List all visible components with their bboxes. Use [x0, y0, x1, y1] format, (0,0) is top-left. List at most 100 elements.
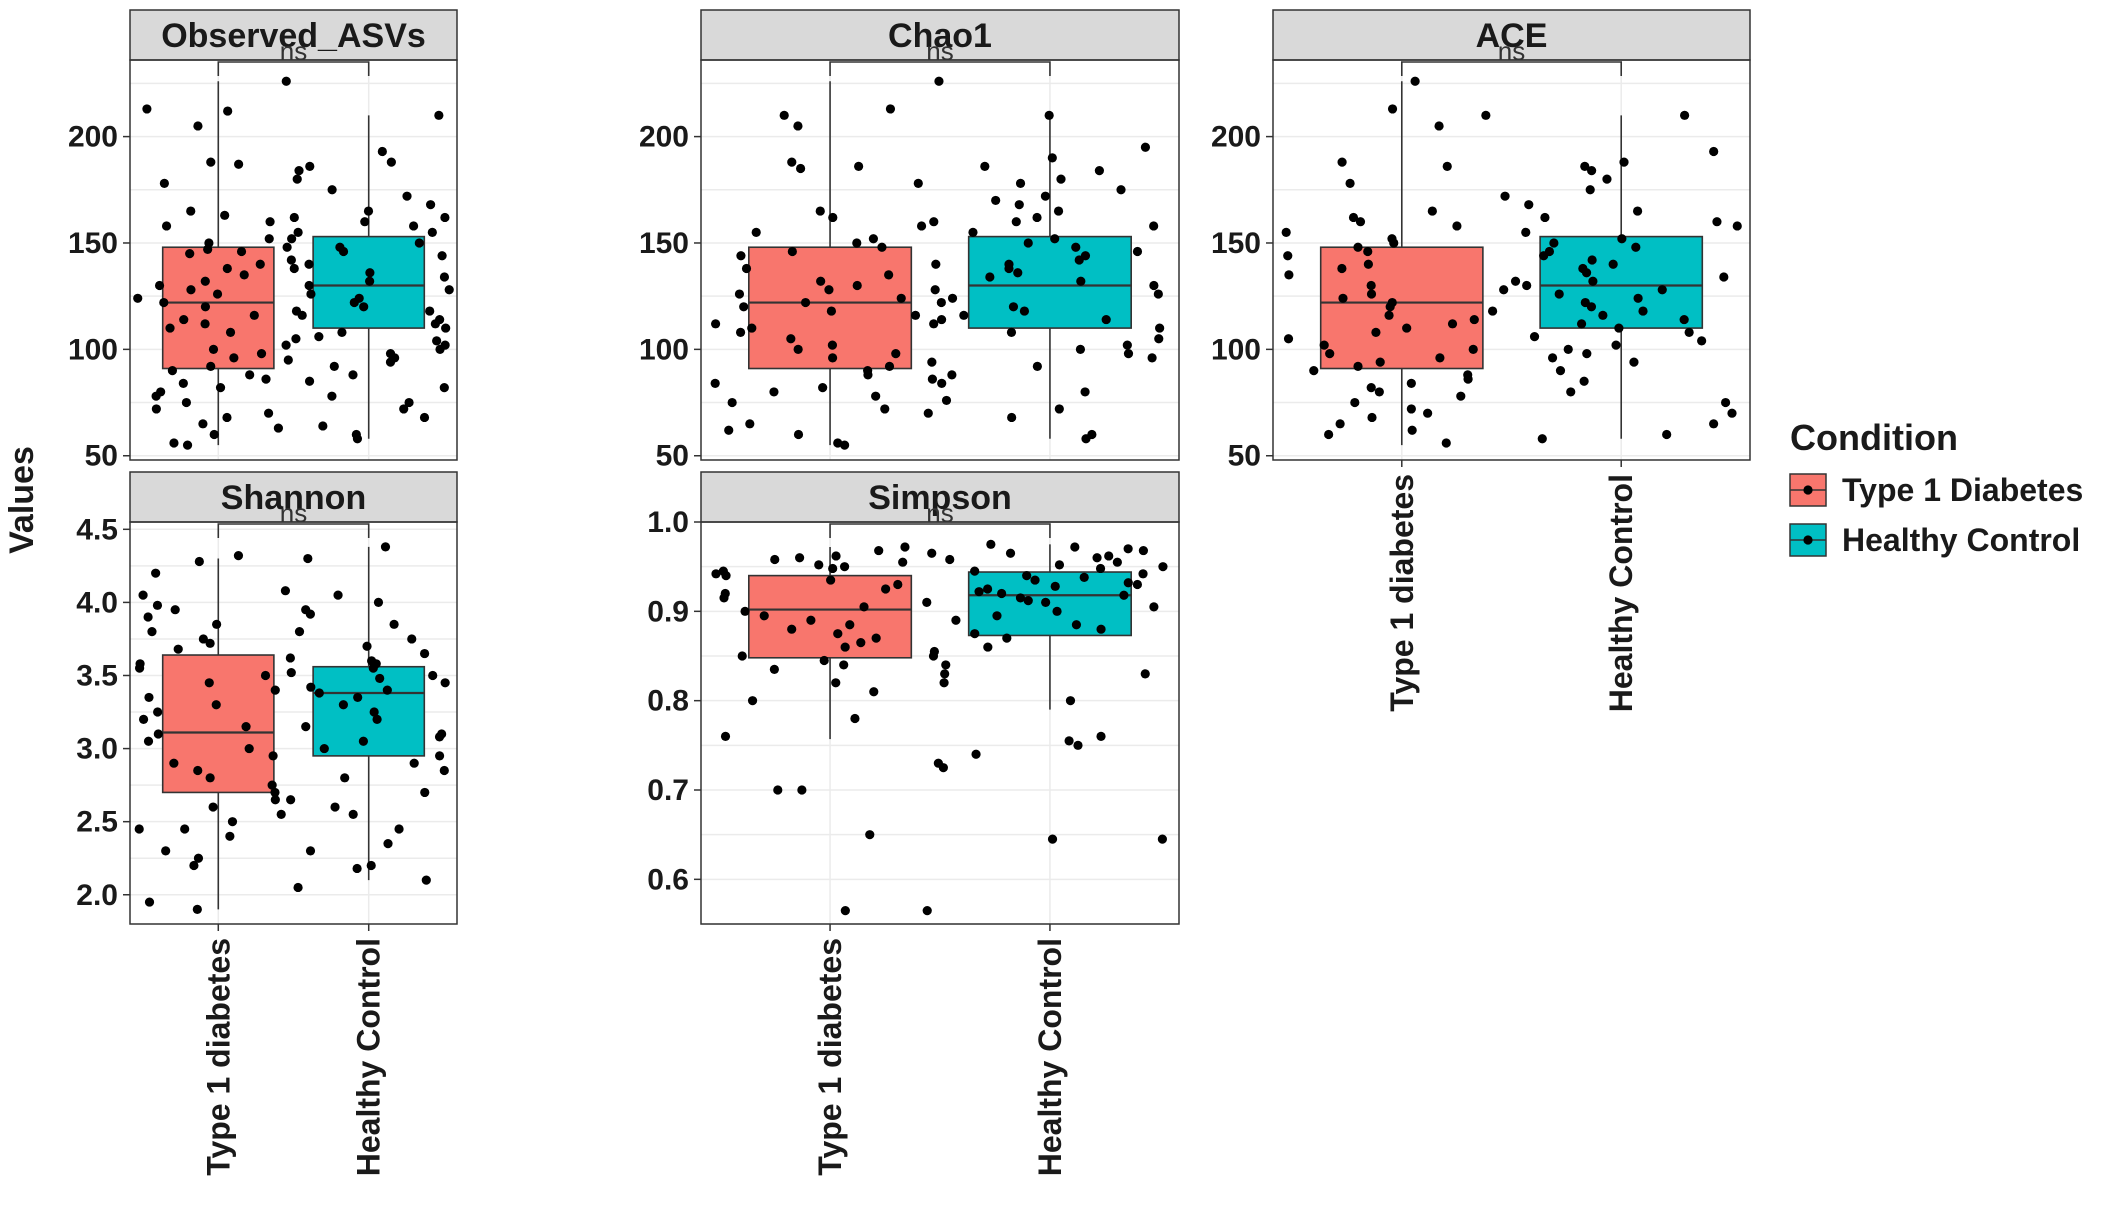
data-point — [1015, 178, 1026, 189]
data-point — [865, 830, 875, 840]
data-point — [369, 707, 379, 717]
data-point — [167, 366, 178, 376]
data-point — [1022, 571, 1032, 581]
data-point — [814, 560, 824, 570]
data-point — [900, 542, 910, 552]
strip-background — [700, 9, 1180, 61]
data-point — [1442, 161, 1452, 171]
data-point — [293, 882, 303, 893]
legend-item: Type 1 Diabetes — [1789, 472, 2083, 508]
data-point — [280, 586, 291, 596]
data-point — [425, 306, 435, 316]
data-point — [402, 191, 412, 201]
data-point — [1709, 419, 1719, 429]
data-point — [1030, 575, 1040, 585]
data-point — [287, 234, 297, 244]
data-point — [215, 383, 226, 393]
data-point — [394, 824, 404, 834]
data-point — [368, 663, 378, 673]
y-tick-label: 200 — [639, 121, 689, 154]
data-point — [874, 545, 884, 556]
data-point — [787, 246, 797, 257]
data-point — [1350, 397, 1360, 408]
data-point — [1044, 110, 1054, 120]
data-point — [1101, 314, 1111, 325]
data-point — [1732, 221, 1742, 231]
data-point — [786, 334, 796, 344]
data-point — [1554, 289, 1564, 299]
data-point — [227, 817, 238, 827]
data-point — [983, 584, 993, 594]
data-point — [1366, 280, 1376, 291]
data-point — [200, 319, 210, 329]
data-point — [233, 551, 244, 561]
data-point — [1096, 731, 1106, 742]
strip-title: Observed_ASVs — [161, 17, 426, 55]
data-point — [1662, 429, 1672, 440]
data-point — [1157, 834, 1167, 844]
data-point — [1657, 285, 1667, 295]
data-point — [244, 743, 254, 754]
data-point — [204, 678, 214, 688]
data-point — [868, 234, 879, 244]
data-point — [270, 685, 280, 695]
data-point — [871, 391, 881, 401]
data-point — [831, 551, 841, 561]
data-point — [264, 234, 274, 244]
strip-background — [1272, 9, 1751, 61]
data-point — [985, 272, 995, 282]
data-point — [154, 280, 165, 291]
data-point — [1096, 624, 1106, 634]
data-point — [1023, 238, 1033, 248]
data-point — [192, 904, 202, 914]
data-point — [1638, 306, 1648, 316]
data-point — [303, 553, 313, 564]
data-point — [212, 289, 223, 299]
data-point — [1499, 285, 1509, 295]
data-point — [939, 678, 949, 688]
data-point — [205, 773, 215, 783]
x-category-label: Type 1 diabetes — [1384, 474, 1420, 712]
data-point — [297, 310, 307, 320]
data-point — [1070, 542, 1080, 552]
data-point — [1140, 669, 1150, 679]
strip-title: Shannon — [221, 479, 366, 517]
data-point — [380, 542, 391, 552]
data-point — [305, 161, 315, 171]
data-point — [1112, 557, 1122, 567]
data-point — [304, 376, 315, 386]
data-point — [1335, 419, 1345, 429]
data-point — [720, 731, 731, 742]
data-point — [1387, 104, 1398, 114]
data-point — [414, 238, 424, 248]
data-point — [206, 361, 216, 371]
data-point — [363, 206, 374, 216]
data-point — [727, 397, 737, 408]
y-tick-label: 100 — [1211, 333, 1261, 366]
y-tick-label: 150 — [639, 227, 689, 260]
data-point — [161, 221, 172, 231]
data-point — [249, 310, 259, 320]
data-point — [193, 121, 203, 131]
data-point — [1617, 234, 1627, 244]
data-point — [1149, 280, 1159, 291]
data-point — [283, 355, 293, 365]
x-category-label: Healthy Control — [351, 938, 387, 1176]
data-point — [289, 263, 299, 274]
data-point — [793, 121, 803, 131]
data-point — [340, 773, 350, 783]
data-point — [1319, 340, 1329, 350]
data-point — [1104, 551, 1114, 561]
y-tick-label: 200 — [1211, 121, 1261, 154]
data-point — [1064, 736, 1074, 746]
data-point — [153, 707, 163, 717]
data-point — [294, 166, 304, 176]
y-tick-label: 0.8 — [647, 685, 689, 718]
data-point — [1521, 227, 1531, 237]
data-point — [301, 722, 311, 732]
data-point — [916, 221, 927, 231]
data-point — [419, 648, 430, 659]
data-point — [913, 178, 923, 189]
data-point — [352, 434, 363, 444]
